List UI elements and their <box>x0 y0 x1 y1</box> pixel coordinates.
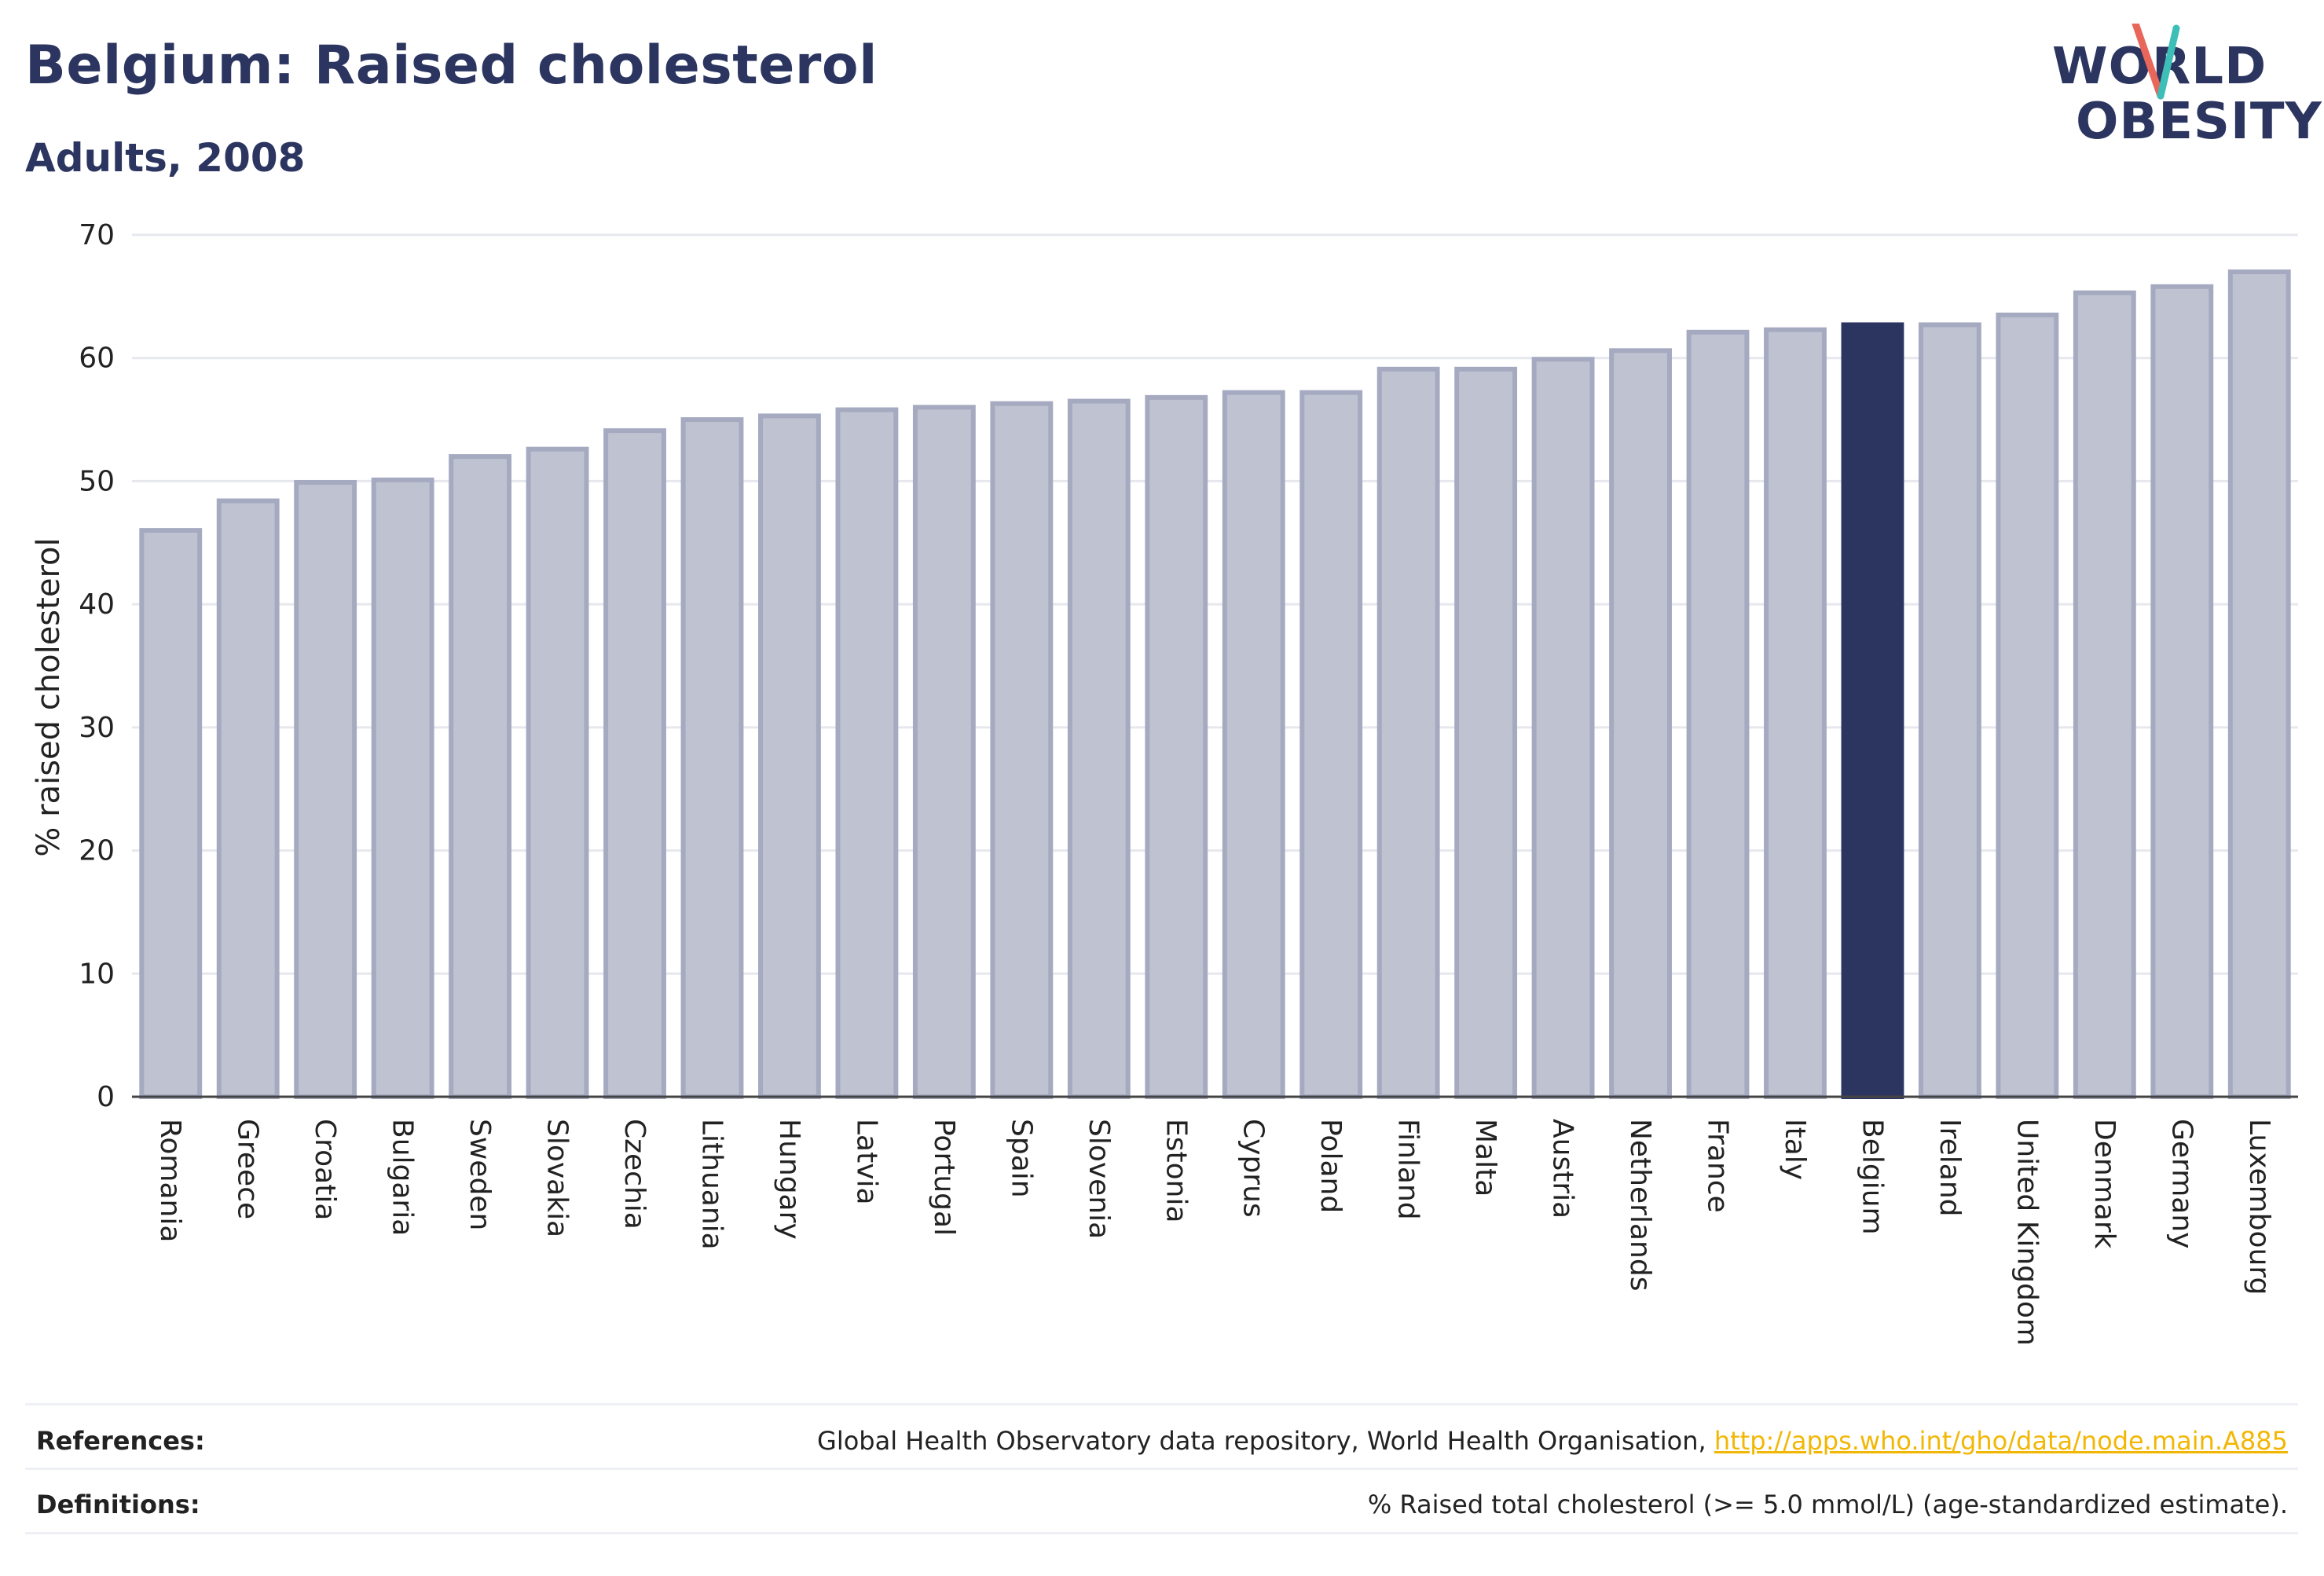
bar-united-kingdom <box>1996 312 2059 1100</box>
references-text: Global Health Observatory data repositor… <box>817 1426 1714 1456</box>
bar-austria <box>1531 357 1595 1099</box>
x-tick-label: Finland <box>1392 1119 1424 1220</box>
x-tick-label: Hungary <box>773 1119 805 1240</box>
bar-latvia <box>835 407 899 1099</box>
bar-greece <box>216 498 280 1099</box>
y-tick-label: 10 <box>79 958 115 990</box>
footer-divider-middle <box>25 1468 2298 1470</box>
bar-denmark <box>2073 290 2136 1099</box>
x-tick-label: Romania <box>154 1119 186 1242</box>
definitions-label: Definitions: <box>36 1490 200 1519</box>
bar-lithuania <box>680 417 744 1099</box>
bar-france <box>1686 329 1750 1100</box>
y-tick-label: 50 <box>79 465 115 497</box>
bar-spain <box>990 401 1054 1099</box>
x-tick-label: Austria <box>1547 1119 1579 1219</box>
y-tick-label: 60 <box>79 343 115 375</box>
footer-divider-bottom <box>25 1532 2298 1534</box>
x-tick-label: Bulgaria <box>387 1119 419 1236</box>
bar-poland <box>1299 390 1363 1099</box>
y-tick-label: 30 <box>79 712 115 744</box>
bar-italy <box>1764 327 1827 1100</box>
logo-slash-icon <box>2132 24 2180 100</box>
y-tick-label: 40 <box>79 588 115 621</box>
world-obesity-logo: WORLD OBESITY <box>2043 24 2322 173</box>
x-tick-label: Portugal <box>928 1119 960 1236</box>
bar-finland <box>1376 366 1440 1100</box>
x-tick-label: Cyprus <box>1237 1119 1270 1218</box>
bar-slovenia <box>1067 398 1131 1100</box>
references-value: Global Health Observatory data repositor… <box>817 1426 2288 1456</box>
bar-netherlands <box>1609 348 1672 1100</box>
x-tick-label: Croatia <box>309 1119 341 1220</box>
x-tick-label: United Kingdom <box>2011 1119 2043 1346</box>
x-axis-labels: Romania Greece Croatia Bulgaria Sweden Slovak… <box>154 1119 2275 1346</box>
definitions-value: % Raised total cholesterol (>= 5.0 mmol/… <box>1367 1490 2288 1519</box>
x-tick-label: Italy <box>1779 1119 1811 1180</box>
x-tick-label: Greece <box>232 1119 264 1219</box>
bar-cyprus <box>1222 390 1285 1099</box>
y-axis-title: % raised cholesterol <box>31 537 67 856</box>
references-link[interactable]: http://apps.who.int/gho/data/node.main.A… <box>1714 1426 2288 1456</box>
x-tick-label: Poland <box>1314 1119 1347 1213</box>
x-tick-label: Ireland <box>1934 1119 1966 1217</box>
x-tick-label: France <box>1702 1119 1734 1213</box>
bar-ireland <box>1918 322 1981 1099</box>
definitions-row: Definitions: % Raised total cholesterol … <box>25 1477 2288 1532</box>
y-tick-label: 0 <box>97 1081 115 1113</box>
y-tick-label: 20 <box>79 835 115 867</box>
bar-slovakia <box>526 446 589 1099</box>
y-tick-label: 70 <box>79 219 115 251</box>
chart-title: Belgium: Raised cholesterol <box>25 35 878 97</box>
logo-word-obesity: OBESITY <box>2076 93 2322 151</box>
references-row: References: Global Health Observatory da… <box>25 1413 2288 1468</box>
x-tick-label: Slovakia <box>541 1119 574 1237</box>
bar-luxembourg <box>2227 269 2291 1099</box>
bar-czechia <box>603 428 666 1099</box>
x-tick-label: Slovenia <box>1083 1119 1115 1239</box>
x-tick-label: Spain <box>1005 1119 1037 1198</box>
bar-germany <box>2150 284 2214 1100</box>
x-tick-label: Germany <box>2165 1119 2198 1248</box>
bar-chart: 0 10 20 30 40 50 60 70 Romania Greece Croatia Bulg… <box>31 219 2298 1346</box>
bar-belgium <box>1841 322 1904 1099</box>
x-tick-label: Belgium <box>1856 1119 1888 1235</box>
x-tick-label: Latvia <box>850 1119 882 1205</box>
bar-romania <box>139 528 203 1099</box>
x-tick-label: Sweden <box>464 1119 496 1230</box>
bar-sweden <box>449 454 512 1099</box>
x-tick-label: Estonia <box>1160 1119 1192 1223</box>
x-tick-label: Denmark <box>2088 1119 2121 1249</box>
bar-hungary <box>758 413 821 1099</box>
x-tick-label: Luxembourg <box>2243 1119 2275 1295</box>
bar-estonia <box>1145 394 1208 1099</box>
y-axis-ticks: 0 10 20 30 40 50 60 70 <box>79 219 115 1113</box>
bar-croatia <box>294 479 357 1099</box>
x-tick-label: Lithuania <box>695 1119 728 1250</box>
x-tick-label: Czechia <box>618 1119 651 1230</box>
footer-divider-top <box>25 1403 2298 1406</box>
x-tick-label: Malta <box>1469 1119 1501 1197</box>
bar-malta <box>1454 366 1518 1100</box>
chart-subtitle: Adults, 2008 <box>25 135 306 181</box>
references-label: References: <box>36 1426 205 1456</box>
bar-portugal <box>912 405 976 1099</box>
bar-bulgaria <box>371 477 434 1099</box>
x-tick-label: Netherlands <box>1624 1119 1656 1291</box>
